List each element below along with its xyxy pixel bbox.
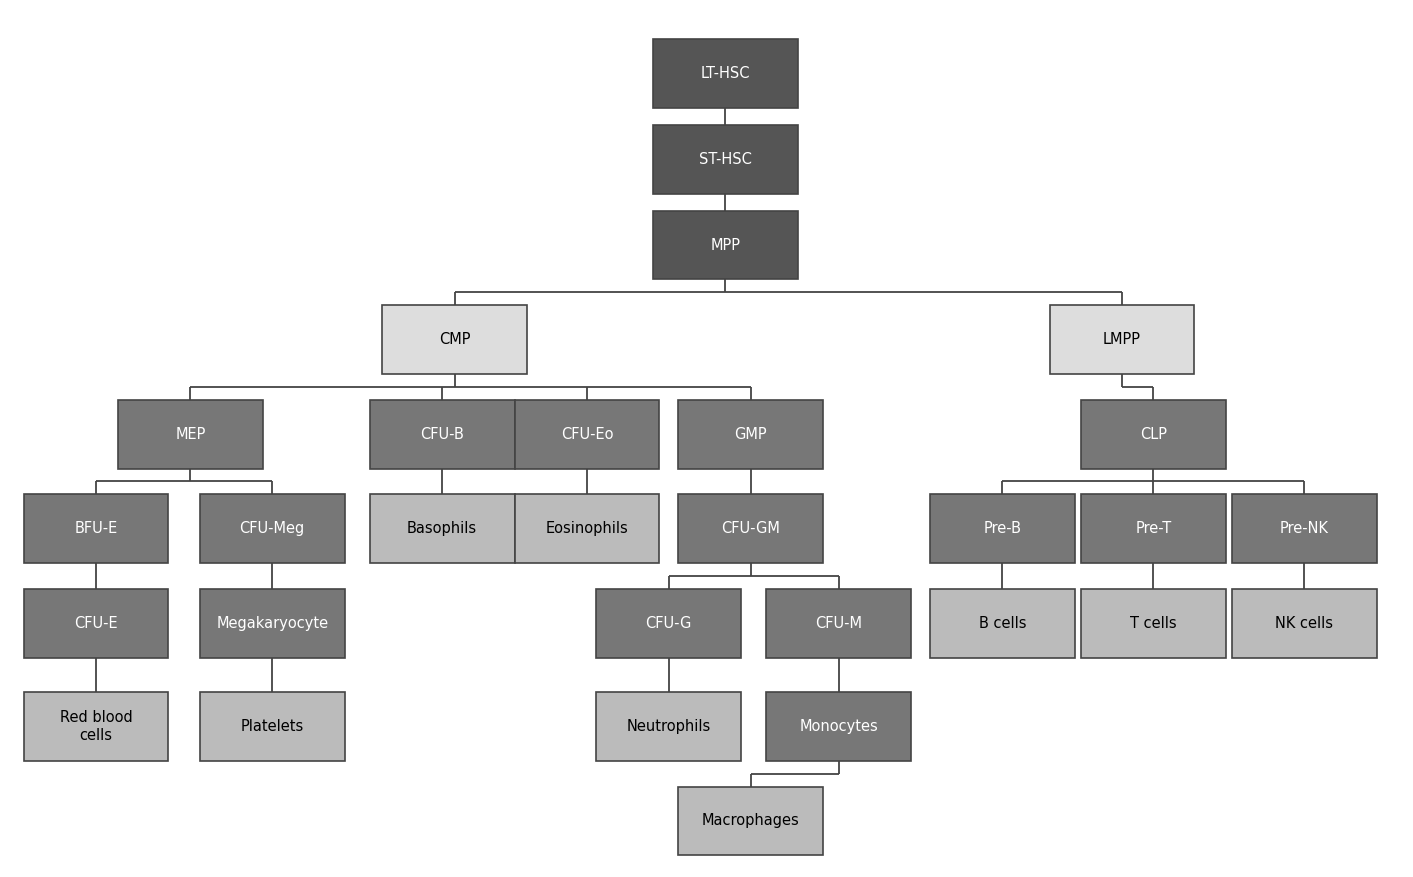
FancyBboxPatch shape: [370, 495, 514, 563]
FancyBboxPatch shape: [678, 400, 822, 468]
Text: GMP: GMP: [735, 427, 767, 442]
Text: CMP: CMP: [439, 332, 471, 347]
Text: Monocytes: Monocytes: [800, 719, 877, 734]
Text: Macrophages: Macrophages: [702, 814, 800, 829]
FancyBboxPatch shape: [678, 495, 822, 563]
Text: CFU-GM: CFU-GM: [721, 521, 780, 536]
FancyBboxPatch shape: [766, 589, 911, 658]
FancyBboxPatch shape: [383, 305, 527, 374]
Text: Basophils: Basophils: [407, 521, 478, 536]
FancyBboxPatch shape: [199, 692, 345, 760]
Text: Megakaryocyte: Megakaryocyte: [216, 616, 328, 631]
Text: MEP: MEP: [175, 427, 205, 442]
FancyBboxPatch shape: [1232, 495, 1376, 563]
FancyBboxPatch shape: [1232, 589, 1376, 658]
Text: CLP: CLP: [1140, 427, 1167, 442]
Text: LT-HSC: LT-HSC: [701, 66, 750, 81]
Text: B cells: B cells: [979, 616, 1026, 631]
FancyBboxPatch shape: [930, 589, 1075, 658]
FancyBboxPatch shape: [370, 400, 514, 468]
Text: Platelets: Platelets: [240, 719, 304, 734]
FancyBboxPatch shape: [653, 125, 798, 194]
Text: MPP: MPP: [711, 238, 740, 253]
FancyBboxPatch shape: [678, 787, 822, 855]
FancyBboxPatch shape: [24, 692, 168, 760]
FancyBboxPatch shape: [930, 495, 1075, 563]
FancyBboxPatch shape: [117, 400, 263, 468]
FancyBboxPatch shape: [596, 692, 740, 760]
FancyBboxPatch shape: [766, 692, 911, 760]
FancyBboxPatch shape: [514, 495, 660, 563]
FancyBboxPatch shape: [514, 400, 660, 468]
FancyBboxPatch shape: [199, 495, 345, 563]
FancyBboxPatch shape: [653, 210, 798, 280]
Text: Eosinophils: Eosinophils: [545, 521, 629, 536]
FancyBboxPatch shape: [24, 495, 168, 563]
Text: BFU-E: BFU-E: [75, 521, 117, 536]
Text: CFU-G: CFU-G: [646, 616, 692, 631]
Text: Neutrophils: Neutrophils: [626, 719, 711, 734]
Text: Red blood
cells: Red blood cells: [59, 710, 133, 743]
Text: CFU-Eo: CFU-Eo: [561, 427, 613, 442]
Text: ST-HSC: ST-HSC: [699, 152, 752, 167]
FancyBboxPatch shape: [24, 589, 168, 658]
Text: Pre-NK: Pre-NK: [1280, 521, 1330, 536]
Text: CFU-E: CFU-E: [73, 616, 117, 631]
Text: CFU-Meg: CFU-Meg: [240, 521, 305, 536]
FancyBboxPatch shape: [1081, 400, 1225, 468]
FancyBboxPatch shape: [1081, 495, 1225, 563]
FancyBboxPatch shape: [1050, 305, 1194, 374]
Text: Pre-B: Pre-B: [983, 521, 1022, 536]
Text: LMPP: LMPP: [1104, 332, 1140, 347]
FancyBboxPatch shape: [596, 589, 740, 658]
Text: T cells: T cells: [1130, 616, 1177, 631]
Text: NK cells: NK cells: [1276, 616, 1334, 631]
Text: CFU-M: CFU-M: [815, 616, 862, 631]
Text: CFU-B: CFU-B: [420, 427, 463, 442]
Text: Pre-T: Pre-T: [1135, 521, 1171, 536]
FancyBboxPatch shape: [199, 589, 345, 658]
FancyBboxPatch shape: [1081, 589, 1225, 658]
FancyBboxPatch shape: [653, 39, 798, 108]
